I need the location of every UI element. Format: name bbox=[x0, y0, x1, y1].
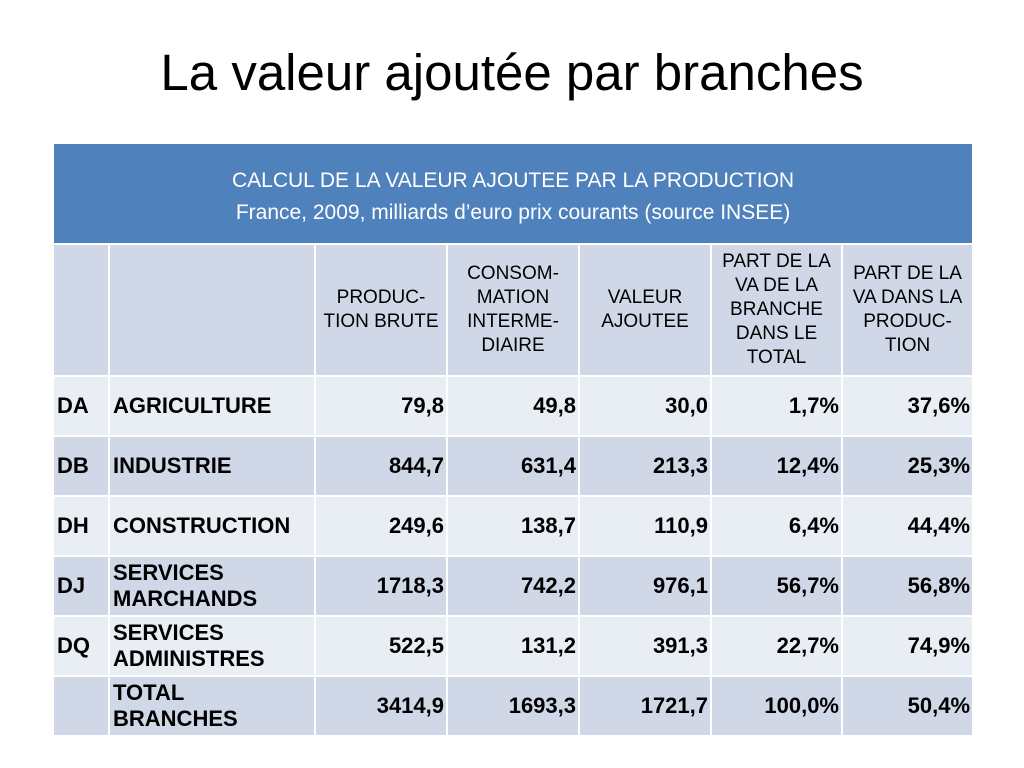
share-production-value: 25,3% bbox=[840, 435, 975, 497]
slide-title: La valeur ajoutée par branches bbox=[160, 44, 864, 101]
production-value: 3414,9 bbox=[314, 675, 448, 737]
col-header-branch bbox=[108, 243, 316, 377]
share-total-value: 1,7% bbox=[710, 375, 843, 437]
col-header-share-production: PART DE LA VA DANS LA PRODUC- TION bbox=[840, 243, 975, 377]
branch-name: CONSTRUCTION bbox=[108, 495, 316, 557]
branch-name: TOTAL BRANCHES bbox=[108, 675, 316, 737]
production-value: 522,5 bbox=[314, 615, 448, 677]
caption-line-2: France, 2009, milliards d’euro prix cour… bbox=[235, 200, 791, 224]
row-code: DQ bbox=[52, 615, 110, 677]
col-header-production: PRODUC- TION BRUTE bbox=[314, 243, 448, 377]
consumption-value: 742,2 bbox=[446, 555, 580, 617]
share-total-value: 12,4% bbox=[710, 435, 843, 497]
value-added-value: 391,3 bbox=[578, 615, 712, 677]
caption-line-1: CALCUL DE LA VALEUR AJOUTEE PAR LA PRODU… bbox=[231, 168, 795, 192]
share-total-value: 6,4% bbox=[710, 495, 843, 557]
value-added-value: 30,0 bbox=[578, 375, 712, 437]
col-header-value-added: VALEUR AJOUTEE bbox=[578, 243, 712, 377]
value-added-value: 976,1 bbox=[578, 555, 712, 617]
share-production-value: 56,8% bbox=[840, 555, 975, 617]
consumption-value: 631,4 bbox=[446, 435, 580, 497]
table-row: DJ SERVICES MARCHANDS 1718,3 742,2 976,1… bbox=[52, 555, 975, 617]
row-code bbox=[52, 675, 110, 737]
branch-name: SERVICES ADMINISTRES bbox=[108, 615, 316, 677]
share-total-value: 22,7% bbox=[710, 615, 843, 677]
table-row: DQ SERVICES ADMINISTRES 522,5 131,2 391,… bbox=[52, 615, 975, 677]
row-code: DJ bbox=[52, 555, 110, 617]
row-code: DA bbox=[52, 375, 110, 437]
row-code: DB bbox=[52, 435, 110, 497]
table-row-total: TOTAL BRANCHES 3414,9 1693,3 1721,7 100,… bbox=[52, 675, 975, 737]
share-production-value: 44,4% bbox=[840, 495, 975, 557]
value-added-value: 1721,7 bbox=[578, 675, 712, 737]
row-code: DH bbox=[52, 495, 110, 557]
value-added-value: 110,9 bbox=[578, 495, 712, 557]
production-value: 1718,3 bbox=[314, 555, 448, 617]
production-value: 79,8 bbox=[314, 375, 448, 437]
production-value: 844,7 bbox=[314, 435, 448, 497]
share-production-value: 50,4% bbox=[840, 675, 975, 737]
table-row: DB INDUSTRIE 844,7 631,4 213,3 12,4% 25,… bbox=[52, 435, 975, 497]
value-added-value: 213,3 bbox=[578, 435, 712, 497]
table-caption-cell: CALCUL DE LA VALEUR AJOUTEE PAR LA PRODU… bbox=[51, 142, 975, 245]
share-total-value: 100,0% bbox=[710, 675, 843, 737]
consumption-value: 131,2 bbox=[446, 615, 580, 677]
branch-name: SERVICES MARCHANDS bbox=[108, 555, 316, 617]
production-value: 249,6 bbox=[314, 495, 448, 557]
table-caption-row: CALCUL DE LA VALEUR AJOUTEE PAR LA PRODU… bbox=[51, 142, 975, 245]
branch-name: INDUSTRIE bbox=[108, 435, 316, 497]
col-header-code bbox=[52, 243, 110, 377]
column-header-row: PRODUC- TION BRUTE CONSOM- MATION INTERM… bbox=[52, 243, 975, 377]
consumption-value: 138,7 bbox=[446, 495, 580, 557]
value-added-table: CALCUL DE LA VALEUR AJOUTEE PAR LA PRODU… bbox=[51, 142, 975, 737]
branch-name: AGRICULTURE bbox=[108, 375, 316, 437]
consumption-value: 49,8 bbox=[446, 375, 580, 437]
consumption-value: 1693,3 bbox=[446, 675, 580, 737]
col-header-consumption: CONSOM- MATION INTERME- DIAIRE bbox=[446, 243, 580, 377]
share-production-value: 37,6% bbox=[840, 375, 975, 437]
table-row: DH CONSTRUCTION 249,6 138,7 110,9 6,4% 4… bbox=[52, 495, 975, 557]
table-row: DA AGRICULTURE 79,8 49,8 30,0 1,7% 37,6% bbox=[52, 375, 975, 437]
col-header-share-total: PART DE LA VA DE LA BRANCHE DANS LE TOTA… bbox=[710, 243, 843, 377]
share-total-value: 56,7% bbox=[710, 555, 843, 617]
share-production-value: 74,9% bbox=[840, 615, 975, 677]
